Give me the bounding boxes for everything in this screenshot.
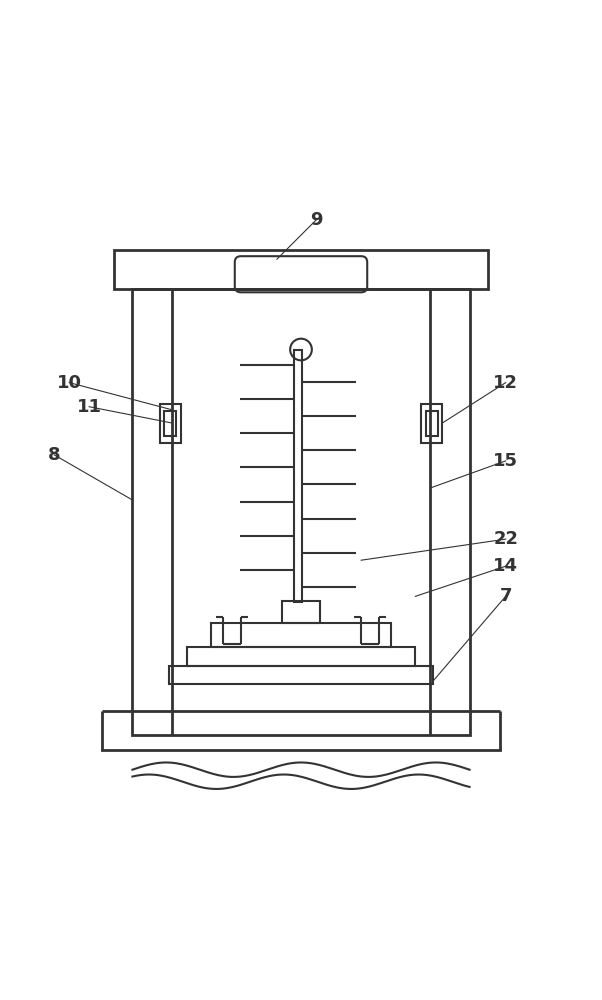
Text: 14: 14: [493, 557, 518, 575]
Text: 10: 10: [57, 374, 82, 392]
Text: 8: 8: [48, 446, 60, 464]
Text: 9: 9: [310, 211, 322, 229]
Text: 12: 12: [493, 374, 518, 392]
Text: 22: 22: [493, 530, 518, 548]
Text: 15: 15: [493, 452, 518, 470]
Text: 11: 11: [76, 398, 102, 416]
Text: 7: 7: [500, 587, 512, 605]
